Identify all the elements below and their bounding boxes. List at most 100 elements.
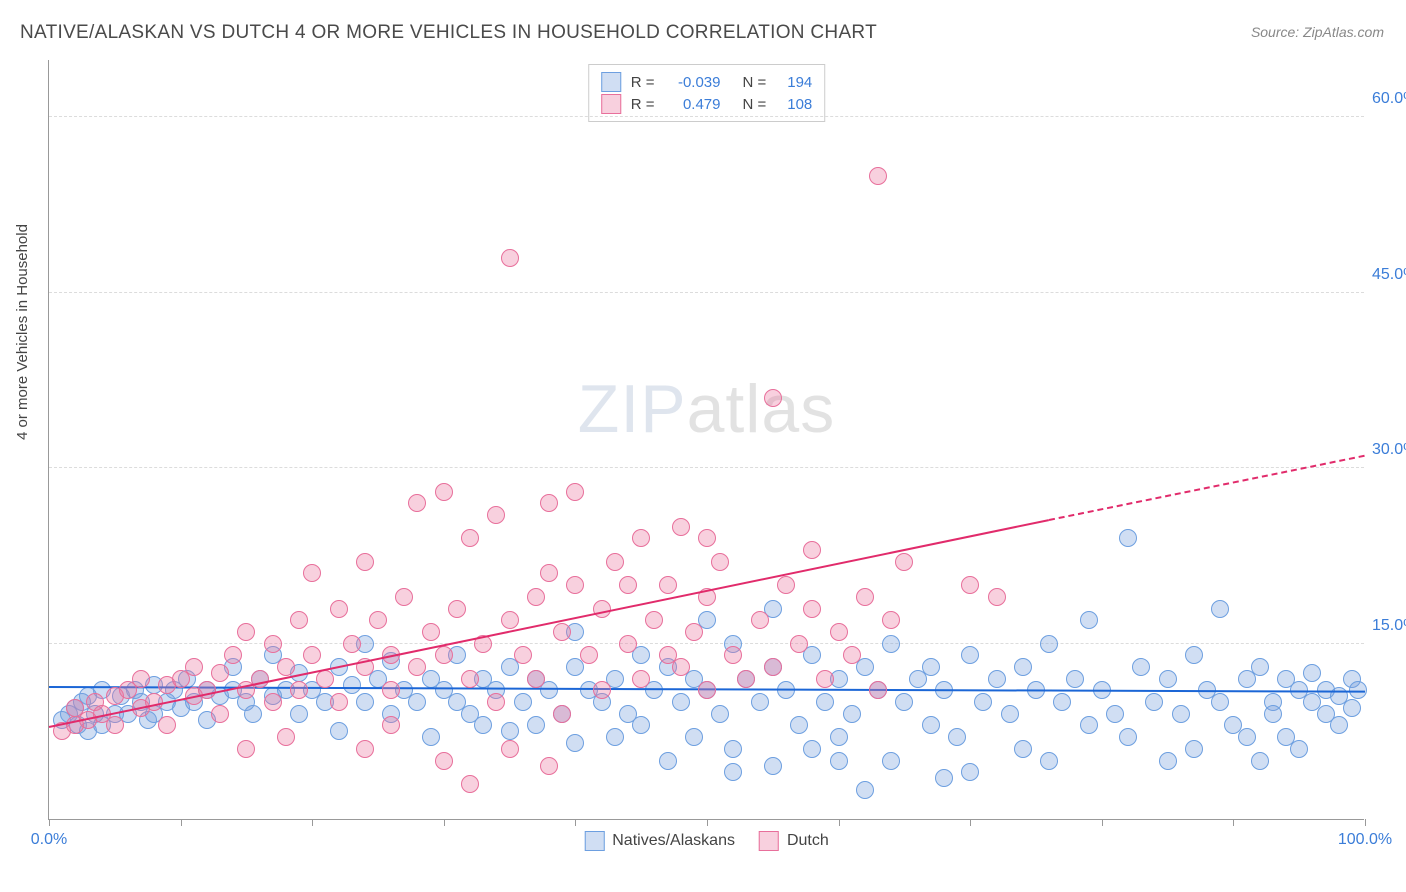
scatter-point — [672, 693, 690, 711]
scatter-point — [593, 681, 611, 699]
gridline — [49, 116, 1364, 117]
scatter-point — [1145, 693, 1163, 711]
scatter-point — [330, 693, 348, 711]
scatter-point — [1001, 705, 1019, 723]
scatter-point — [1132, 658, 1150, 676]
scatter-point — [1211, 600, 1229, 618]
x-tick — [839, 819, 840, 826]
scatter-point — [1172, 705, 1190, 723]
stats-swatch — [601, 94, 621, 114]
y-axis-label: 4 or more Vehicles in Household — [14, 224, 31, 440]
scatter-point — [224, 646, 242, 664]
scatter-point — [764, 757, 782, 775]
legend-label: Natives/Alaskans — [612, 832, 735, 850]
scatter-point — [106, 716, 124, 734]
r-label: R = — [631, 74, 655, 91]
scatter-point — [869, 167, 887, 185]
x-tick-label: 0.0% — [31, 831, 67, 849]
scatter-point — [448, 600, 466, 618]
scatter-point — [356, 740, 374, 758]
scatter-point — [408, 494, 426, 512]
scatter-point — [540, 757, 558, 775]
scatter-point — [290, 681, 308, 699]
scatter-point — [711, 705, 729, 723]
scatter-point — [724, 740, 742, 758]
scatter-point — [737, 670, 755, 688]
x-tick — [575, 819, 576, 826]
scatter-point — [211, 664, 229, 682]
scatter-point — [632, 529, 650, 547]
scatter-point — [244, 705, 262, 723]
scatter-point — [803, 600, 821, 618]
scatter-point — [527, 588, 545, 606]
scatter-point — [632, 670, 650, 688]
scatter-point — [422, 623, 440, 641]
scatter-point — [487, 693, 505, 711]
scatter-plot-area: ZIPatlas R =-0.039N =194R =0.479N =108 N… — [48, 60, 1364, 820]
scatter-point — [882, 752, 900, 770]
y-tick-label: 60.0% — [1372, 90, 1406, 108]
legend-swatch — [584, 831, 604, 851]
scatter-point — [264, 693, 282, 711]
scatter-point — [461, 670, 479, 688]
legend-swatch — [759, 831, 779, 851]
scatter-point — [185, 658, 203, 676]
scatter-point — [961, 646, 979, 664]
scatter-point — [988, 670, 1006, 688]
scatter-point — [619, 576, 637, 594]
n-label: N = — [743, 74, 767, 91]
x-tick — [312, 819, 313, 826]
n-label: N = — [743, 96, 767, 113]
gridline — [49, 292, 1364, 293]
scatter-point — [1185, 646, 1203, 664]
scatter-point — [580, 646, 598, 664]
scatter-point — [882, 635, 900, 653]
x-tick — [444, 819, 445, 826]
scatter-point — [501, 249, 519, 267]
scatter-point — [764, 389, 782, 407]
scatter-point — [645, 611, 663, 629]
scatter-point — [961, 576, 979, 594]
scatter-point — [290, 705, 308, 723]
scatter-point — [1080, 716, 1098, 734]
scatter-point — [685, 623, 703, 641]
scatter-point — [672, 518, 690, 536]
scatter-point — [330, 600, 348, 618]
scatter-point — [935, 769, 953, 787]
source-attribution: Source: ZipAtlas.com — [1251, 24, 1384, 40]
scatter-point — [566, 483, 584, 501]
scatter-point — [619, 635, 637, 653]
scatter-point — [751, 611, 769, 629]
gridline — [49, 467, 1364, 468]
scatter-point — [382, 716, 400, 734]
scatter-point — [882, 611, 900, 629]
scatter-point — [566, 576, 584, 594]
scatter-point — [356, 553, 374, 571]
scatter-point — [698, 529, 716, 547]
scatter-point — [1119, 728, 1137, 746]
scatter-point — [487, 506, 505, 524]
scatter-point — [1014, 658, 1032, 676]
scatter-point — [1159, 752, 1177, 770]
y-tick-label: 30.0% — [1372, 441, 1406, 459]
x-tick — [1365, 819, 1366, 826]
scatter-point — [711, 553, 729, 571]
correlation-stats-box: R =-0.039N =194R =0.479N =108 — [588, 64, 826, 122]
r-value: -0.039 — [665, 74, 721, 91]
scatter-point — [237, 623, 255, 641]
scatter-point — [843, 705, 861, 723]
scatter-point — [856, 781, 874, 799]
scatter-point — [974, 693, 992, 711]
scatter-point — [816, 693, 834, 711]
scatter-point — [553, 623, 571, 641]
scatter-point — [1343, 699, 1361, 717]
scatter-point — [1119, 529, 1137, 547]
scatter-point — [461, 529, 479, 547]
scatter-point — [869, 681, 887, 699]
scatter-point — [566, 734, 584, 752]
scatter-point — [764, 658, 782, 676]
y-tick-label: 45.0% — [1372, 266, 1406, 284]
scatter-point — [501, 740, 519, 758]
x-tick-label: 100.0% — [1338, 831, 1392, 849]
scatter-point — [895, 693, 913, 711]
